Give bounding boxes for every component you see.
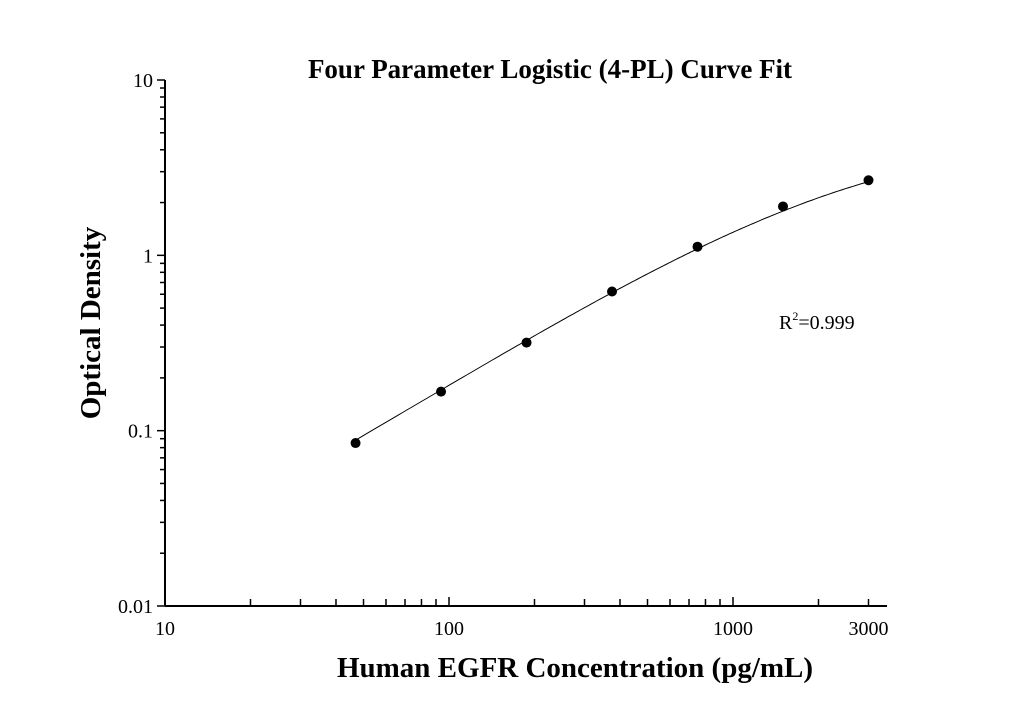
r-value: =0.999 [798,312,854,334]
chart-title: Four Parameter Logistic (4-PL) Curve Fit [308,54,792,84]
y-tick-label: 1 [143,245,153,267]
x-axis-label: Human EGFR Concentration (pg/mL) [337,652,813,684]
data-point [778,201,789,212]
x-tick-label: 100 [434,618,464,640]
x-tick-label: 1000 [713,618,753,640]
y-tick-label: 0.1 [128,421,153,443]
data-point [692,241,703,252]
axes: 10 100 1000 3000 0.01 0.1 1 10 [118,70,889,640]
x-tick-label: 10 [155,618,175,640]
r-squared-annotation: R2=0.999 [779,309,855,334]
r-superscript: 2 [792,309,798,323]
data-point [863,175,874,186]
y-tick-label: 0.01 [118,596,153,618]
data-point [521,337,532,348]
y-axis-label: Optical Density [75,226,107,419]
data-points [350,175,874,449]
y-tick-label: 10 [133,70,153,92]
data-point [436,386,447,397]
data-point [350,438,361,449]
r-label: R [779,312,793,334]
x-tick-label: 3000 [849,618,889,640]
data-point [607,286,618,297]
